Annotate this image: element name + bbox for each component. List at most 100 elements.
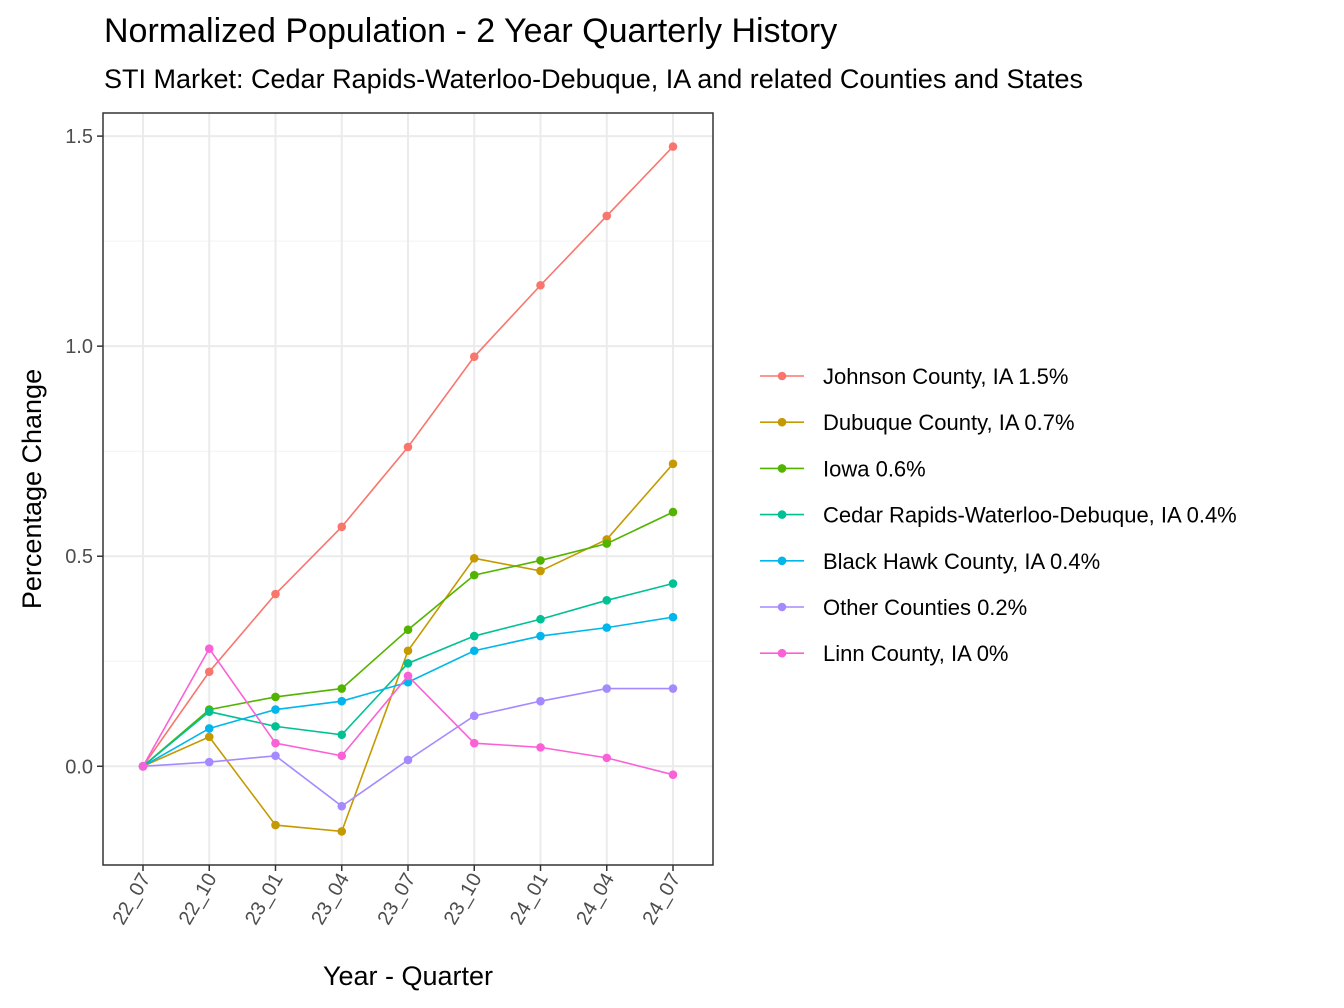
legend-item: Iowa 0.6% <box>760 456 926 481</box>
data-point <box>337 684 347 693</box>
data-point <box>337 522 347 532</box>
data-point <box>536 631 545 641</box>
data-point <box>668 142 678 151</box>
data-point <box>469 738 479 748</box>
y-axis-title: Percentage Change <box>17 369 47 609</box>
data-point <box>204 644 214 653</box>
legend-label: Other Counties 0.2% <box>823 595 1027 620</box>
data-point <box>668 507 678 517</box>
data-point <box>271 820 280 830</box>
data-point <box>469 711 479 721</box>
x-axis: 22_07 22_10 23_01 23_04 23_07 23_10 24_01 24_04… <box>108 865 685 929</box>
data-point <box>204 757 214 767</box>
series-4 <box>138 612 678 771</box>
data-point <box>271 722 280 731</box>
data-point <box>271 692 280 702</box>
legend-label: Johnson County, IA 1.5% <box>823 364 1068 389</box>
x-tick-label: 24_01 <box>506 870 553 929</box>
chart-subtitle: STI Market: Cedar Rapids-Waterloo-Debuqu… <box>104 64 1084 94</box>
series-layer <box>138 142 678 836</box>
data-point <box>536 556 545 565</box>
x-tick-label: 22_10 <box>175 870 222 929</box>
legend: Johnson County, IA 1.5% Dubuque County, I… <box>760 364 1237 666</box>
x-tick-label: 23_10 <box>440 870 487 929</box>
data-point <box>271 751 280 761</box>
series-5 <box>138 684 678 811</box>
legend-key-point <box>777 556 787 566</box>
y-tick-label: 0.0 <box>65 756 93 778</box>
data-point <box>602 623 612 632</box>
x-tick-label: 24_04 <box>572 870 619 929</box>
data-point <box>602 684 612 693</box>
chart-title: Normalized Population - 2 Year Quarterly… <box>104 12 838 50</box>
data-point <box>337 801 347 811</box>
data-point <box>337 696 347 706</box>
legend-item: Cedar Rapids-Waterloo-Debuque, IA 0.4% <box>760 503 1237 528</box>
legend-item: Dubuque County, IA 0.7% <box>760 410 1075 435</box>
legend-item: Linn County, IA 0% <box>760 641 1009 666</box>
legend-key-point <box>777 371 787 381</box>
data-point <box>536 566 545 576</box>
data-point <box>204 667 214 677</box>
data-point <box>403 671 413 681</box>
data-point <box>204 707 214 716</box>
data-point <box>271 705 280 714</box>
data-point <box>403 442 413 452</box>
legend-item: Johnson County, IA 1.5% <box>760 364 1068 389</box>
x-tick-label: 23_04 <box>307 870 354 929</box>
data-point <box>469 352 479 361</box>
data-point <box>536 743 545 752</box>
data-point <box>469 570 479 580</box>
data-point <box>668 459 678 469</box>
legend-label: Black Hawk County, IA 0.4% <box>823 549 1100 574</box>
series-0 <box>138 142 678 771</box>
data-point <box>403 755 413 765</box>
data-point <box>271 589 280 599</box>
data-point <box>469 646 479 656</box>
legend-key-point <box>777 510 787 519</box>
data-point <box>536 280 545 290</box>
legend-key-point <box>777 648 787 658</box>
x-tick-label: 22_07 <box>108 870 155 929</box>
y-tick-label: 1.5 <box>65 126 93 148</box>
data-point <box>469 554 479 563</box>
data-point <box>204 724 214 733</box>
data-point <box>602 753 612 763</box>
data-point <box>204 732 214 742</box>
x-tick-label: 24_07 <box>638 870 685 929</box>
data-point <box>138 761 148 771</box>
data-point <box>602 211 612 221</box>
legend-label: Cedar Rapids-Waterloo-Debuque, IA 0.4% <box>823 503 1237 528</box>
data-point <box>337 730 347 740</box>
legend-label: Dubuque County, IA 0.7% <box>823 410 1075 435</box>
legend-key-point <box>777 464 787 473</box>
legend-key-point <box>777 602 787 612</box>
legend-key-point <box>777 417 787 427</box>
legend-item: Black Hawk County, IA 0.4% <box>760 549 1100 574</box>
legend-label: Linn County, IA 0% <box>823 641 1009 666</box>
y-axis: 0.0 0.5 1.0 1.5 <box>65 126 103 778</box>
data-point <box>536 614 545 624</box>
x-tick-label: 23_07 <box>373 870 420 929</box>
data-point <box>403 677 413 687</box>
data-point <box>337 751 347 761</box>
series-6 <box>138 644 678 779</box>
data-point <box>668 612 678 622</box>
data-point <box>602 539 612 548</box>
data-point <box>337 827 347 836</box>
data-point <box>403 646 413 656</box>
data-point <box>403 659 413 668</box>
y-tick-label: 0.5 <box>65 546 93 568</box>
data-point <box>403 625 413 635</box>
data-point <box>536 696 545 706</box>
data-point <box>668 684 678 693</box>
data-point <box>668 579 678 588</box>
data-point <box>469 631 479 641</box>
y-tick-label: 1.0 <box>65 336 93 358</box>
legend-item: Other Counties 0.2% <box>760 595 1027 620</box>
data-point <box>668 770 678 779</box>
legend-label: Iowa 0.6% <box>823 456 926 481</box>
data-point <box>271 738 280 748</box>
x-tick-label: 23_01 <box>241 870 288 929</box>
